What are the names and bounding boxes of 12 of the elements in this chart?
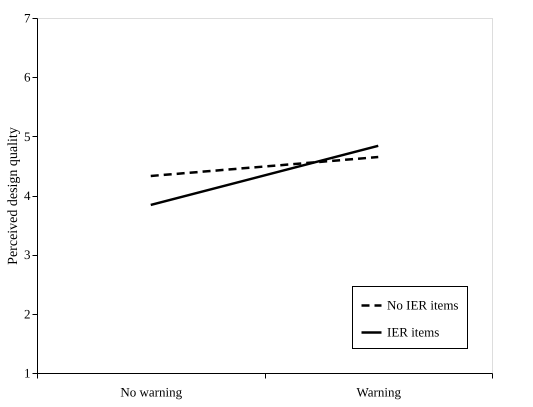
legend-label: IER items	[387, 324, 440, 340]
y-tick-label: 3	[24, 247, 30, 262]
y-tick-label: 5	[24, 128, 30, 144]
y-tick-label: 6	[24, 70, 31, 85]
y-tick-label: 1	[24, 366, 30, 380]
y-tick-label: 4	[24, 188, 31, 203]
y-axis-title: Perceived design quality	[6, 127, 21, 265]
y-tick-label: 2	[24, 306, 30, 322]
y-tick-label: 7	[24, 10, 31, 26]
x-tick-label: No warning	[120, 384, 183, 400]
legend-label: No IER items	[387, 298, 458, 312]
x-tick-label: Warning	[356, 384, 402, 400]
